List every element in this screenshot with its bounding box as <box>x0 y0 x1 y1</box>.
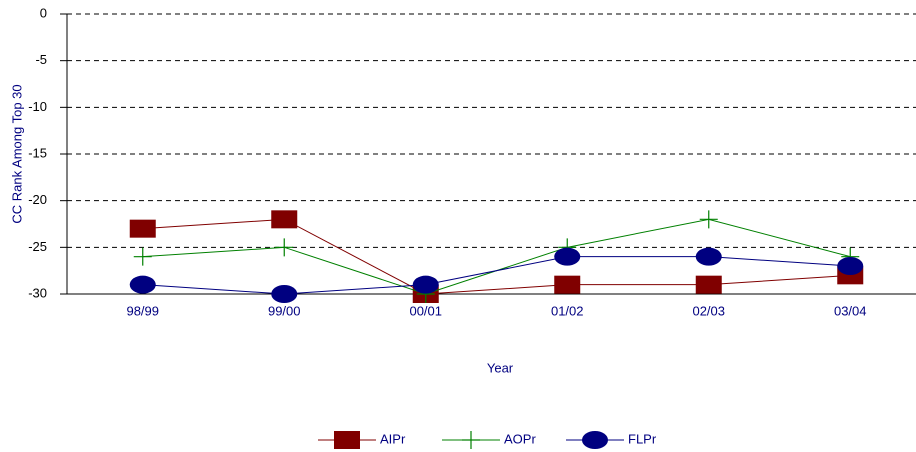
y-tick-label: -15 <box>28 145 47 160</box>
data-point <box>129 219 156 238</box>
legend-label: AOPr <box>504 431 536 446</box>
y-tick-label: -25 <box>28 239 47 254</box>
x-tick-label: 00/01 <box>409 303 442 318</box>
x-tick-label: 02/03 <box>692 303 725 318</box>
x-tick-label: 99/00 <box>268 303 301 318</box>
legend-marker <box>462 431 480 449</box>
data-point <box>129 275 156 294</box>
data-point <box>271 210 298 229</box>
y-tick-label: 0 <box>40 5 47 20</box>
data-point <box>695 247 722 266</box>
data-point <box>275 238 294 257</box>
y-tick-label: -30 <box>28 285 47 300</box>
data-point <box>554 275 581 294</box>
data-point <box>412 275 439 294</box>
series-line <box>142 218 851 295</box>
x-tick-label: 98/99 <box>126 303 159 318</box>
data-point <box>271 285 298 303</box>
x-tick-label: 03/04 <box>834 303 867 318</box>
data-point <box>837 257 864 275</box>
y-tick-label: -5 <box>35 52 47 67</box>
x-axis-label: Year <box>487 360 514 375</box>
legend-label: FLPr <box>628 431 657 446</box>
y-tick-label: -10 <box>28 99 47 114</box>
series-line <box>142 256 851 295</box>
data-point <box>133 247 152 266</box>
data-point <box>695 275 722 294</box>
legend-label: AIPr <box>380 431 406 446</box>
legend-marker <box>582 431 608 449</box>
legend-marker <box>334 431 360 449</box>
data-point <box>554 247 581 266</box>
y-tick-label: -20 <box>28 192 47 207</box>
y-axis-label: CC Rank Among Top 30 <box>9 84 24 223</box>
x-tick-label: 01/02 <box>551 303 584 318</box>
data-point <box>699 210 718 229</box>
